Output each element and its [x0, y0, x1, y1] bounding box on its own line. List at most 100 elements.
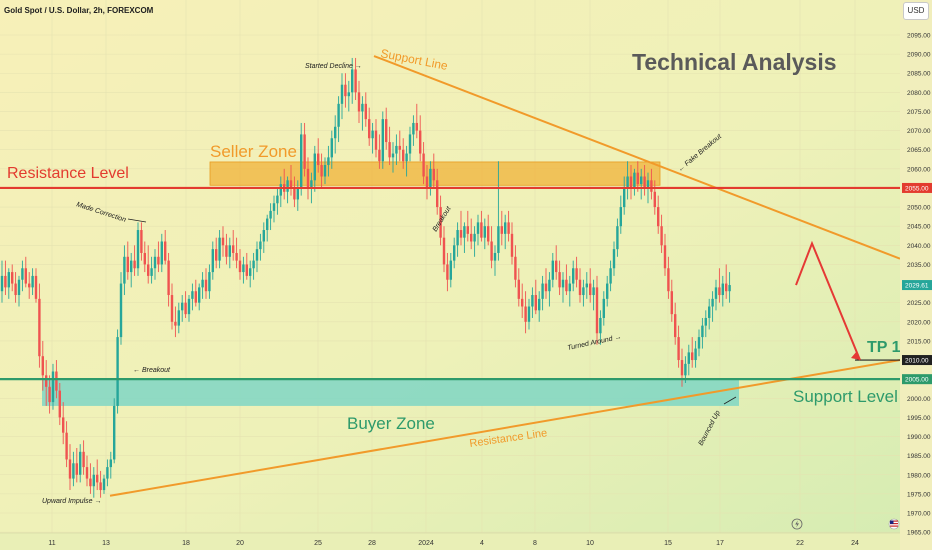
candle-body [657, 207, 660, 227]
price-tick-label: 1985.00 [907, 453, 931, 460]
time-axis[interactable]: 11 13 18 20 25 28 2024 4 8 10 15 17 22 24 [0, 532, 900, 550]
candle [677, 325, 680, 368]
candle-body [75, 463, 78, 475]
candle-body [79, 451, 82, 475]
candle-body [697, 337, 701, 349]
candle-body [514, 256, 517, 280]
candle-body [687, 352, 690, 364]
price-tick-label: 2000.00 [907, 396, 931, 403]
candle [337, 96, 340, 143]
resistance-trendline[interactable] [109, 359, 901, 497]
candle-body [296, 187, 299, 200]
candle-body [126, 256, 129, 273]
candle-body [439, 207, 442, 238]
candle [725, 264, 728, 299]
candle [456, 222, 459, 257]
price-tick-label: 2025.00 [907, 300, 931, 307]
candle-body [48, 386, 51, 403]
candle [626, 161, 629, 200]
candle [31, 268, 34, 296]
candle [470, 218, 473, 250]
candle-body [551, 260, 554, 280]
candle [643, 165, 646, 196]
candle [24, 256, 27, 288]
candle-body [228, 245, 231, 257]
candle [527, 298, 531, 330]
resistance-level-label: Resistance Level [7, 165, 129, 182]
candle-body [313, 153, 316, 181]
seller-zone-label: Seller Zone [210, 142, 297, 161]
candle-body [476, 222, 480, 234]
candle-body [361, 103, 364, 112]
candle [718, 268, 721, 303]
candle-body [266, 218, 269, 231]
candle-body [521, 298, 524, 307]
price-tick-label: 2090.00 [907, 52, 931, 59]
candle-body [582, 287, 585, 296]
candle-body [252, 260, 255, 269]
candle [385, 107, 388, 150]
candle-body [408, 134, 412, 154]
candle-body [640, 176, 643, 185]
candle [606, 275, 609, 307]
candle-body [456, 230, 459, 246]
candle-body [184, 302, 187, 315]
candle [198, 283, 201, 311]
candle-body [238, 260, 242, 273]
candle-body [123, 256, 126, 284]
candle-body [17, 279, 21, 296]
candle [408, 126, 412, 162]
candle-body [109, 459, 112, 468]
candle-body [300, 134, 303, 188]
candle-body [374, 130, 378, 150]
candle [565, 264, 568, 296]
candle [701, 317, 704, 349]
candle [449, 252, 452, 288]
currency-button[interactable]: USD [903, 2, 929, 20]
candle [136, 222, 140, 276]
candle [640, 168, 643, 200]
price-tick-label: 1995.00 [907, 415, 931, 422]
candle-body [208, 272, 211, 292]
candle [480, 210, 483, 242]
candle [17, 275, 21, 307]
candle-body [55, 371, 58, 391]
candle-body [245, 264, 248, 276]
candle-body [371, 130, 374, 139]
candle-body [337, 103, 340, 127]
candle [558, 260, 561, 296]
price-tick-label: 1975.00 [907, 491, 931, 498]
candle [612, 241, 616, 276]
candle-body [670, 291, 673, 315]
candle [323, 157, 327, 185]
flag-icon[interactable] [888, 518, 900, 530]
candle [687, 344, 690, 376]
candle-body [500, 226, 503, 234]
candle-body [497, 226, 500, 253]
support-trendline[interactable] [373, 55, 901, 260]
candle-body [463, 226, 466, 238]
candle-body [85, 467, 89, 479]
candle [531, 287, 534, 318]
candle [459, 210, 463, 246]
tp1-label: TP 1 [867, 339, 901, 356]
candle-body [442, 237, 446, 265]
candle [548, 272, 551, 307]
time-tick-label: 4 [480, 540, 484, 547]
candle [327, 145, 330, 177]
time-tick-label: 13 [102, 540, 110, 547]
candle-body [677, 337, 680, 361]
price-label-text: 2005.00 [905, 377, 929, 384]
candle-body [575, 268, 578, 280]
candle-body [317, 153, 320, 166]
candle-body [306, 168, 310, 188]
candle [391, 142, 395, 173]
price-axis[interactable]: 2095.00 2090.00 2085.00 2080.00 2075.00 2070.… [900, 0, 932, 550]
candle [181, 295, 184, 322]
candle-body [636, 172, 639, 185]
candle-body [174, 321, 177, 326]
candle [589, 268, 592, 303]
candle-body [157, 256, 160, 265]
lightning-icon[interactable] [791, 518, 803, 530]
